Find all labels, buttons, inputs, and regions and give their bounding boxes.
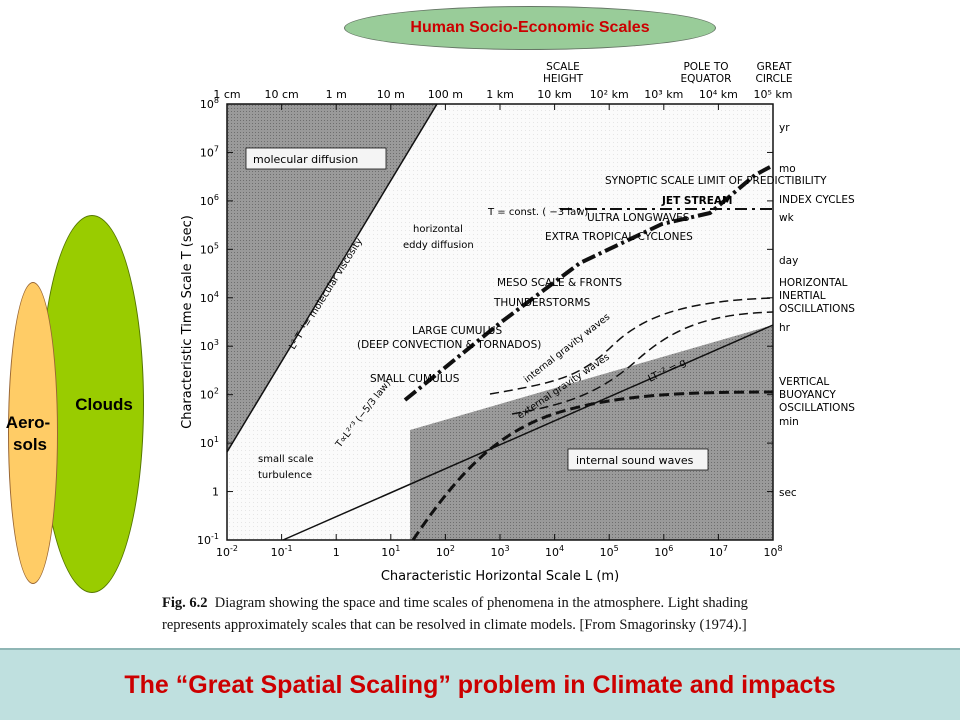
internal-sound-waves-box — [567, 448, 709, 471]
y-tick-label: 108 — [200, 96, 219, 111]
x-tick-label: 107 — [709, 544, 728, 559]
internal-sound-waves-region — [410, 325, 773, 540]
small-scale-label-1: small scale — [258, 454, 314, 465]
top-tick-label: 1 m — [326, 88, 347, 101]
synoptic-label: SYNOPTIC SCALE LIMIT OF PREDICTIBILITY — [605, 175, 827, 187]
top-tick-label: 10 km — [537, 88, 572, 101]
banner-title: The “Great Spatial Scaling” problem in C… — [124, 670, 836, 699]
label-horizontal-1: HORIZONTAL — [779, 277, 848, 289]
aerosols-ellipse — [8, 282, 58, 584]
great-circle-label: GREAT — [757, 61, 792, 73]
y-tick-label: 10-1 — [197, 532, 219, 547]
label-horizontal-2: INERTIAL — [779, 290, 826, 302]
pole-to-equator-label: POLE TO — [683, 61, 728, 73]
y-tick-label: 107 — [200, 144, 219, 159]
x-axis-ticks: 10-2 10-1 1 101 102 103 104 105 106 107 108 — [216, 534, 783, 559]
molecular-viscosity-line — [226, 103, 438, 453]
label-day: day — [779, 255, 798, 267]
large-cumulus-label: LARGE CUMULUS — [412, 325, 502, 337]
x-tick-label: 10-2 — [216, 544, 238, 559]
small-cumulus-label: SMALL CUMULUS — [370, 373, 460, 385]
top-tick-label: 10⁵ km — [754, 88, 793, 101]
deep-convection-label: (DEEP CONVECTION & TORNADOS) — [357, 339, 541, 351]
y-tick-label: 104 — [200, 290, 219, 305]
human-scales-label: Human Socio-Economic Scales — [410, 19, 650, 36]
label-yr: yr — [779, 122, 790, 134]
label-sec: sec — [779, 487, 797, 499]
aerosols-label-line1: Aero- — [5, 413, 51, 432]
title-banner: The “Great Spatial Scaling” problem in C… — [0, 648, 960, 720]
internal-gravity-waves-curve — [489, 297, 774, 395]
x-tick-label: 104 — [545, 544, 564, 559]
x-tick-label: 101 — [381, 544, 400, 559]
x-tick-label: 10-1 — [271, 544, 293, 559]
y-axis-title: Characteristic Time Scale T (sec) — [180, 215, 195, 429]
ultra-longwaves-label: ULTRA LONGWAVES — [587, 212, 690, 224]
x-tick-label: 1 — [333, 546, 340, 559]
top-tick-label: 10³ km — [644, 88, 683, 101]
scale-height-label: SCALE — [546, 61, 580, 73]
figure-caption: Fig. 6.2 Diagram showing the space and t… — [162, 592, 872, 636]
phenomena-line — [403, 165, 771, 402]
clouds-label: Clouds — [75, 395, 133, 414]
y-tick-label: 105 — [200, 241, 219, 256]
label-mo: mo — [779, 163, 796, 175]
human-scales-ellipse: Human Socio-Economic Scales — [344, 6, 716, 50]
right-labels: yr mo INDEX CYCLES wk day HORIZONTAL INE… — [779, 122, 855, 499]
label-hr: hr — [779, 322, 791, 334]
label-index-cycles: INDEX CYCLES — [779, 194, 855, 206]
y-axis-ticks: 108 107 106 105 104 103 102 101 1 10-1 — [197, 96, 773, 547]
horizontal-eddy-label-1: horizontal — [413, 224, 463, 235]
meso-scale-label: MESO SCALE & FRONTS — [497, 277, 622, 289]
x-tick-label: 103 — [490, 544, 509, 559]
molecular-diffusion-box — [245, 147, 387, 170]
x-tick-label: 106 — [654, 544, 673, 559]
thunderstorms-label: THUNDERSTORMS — [493, 297, 591, 309]
label-vertical-3: OSCILLATIONS — [779, 402, 855, 414]
great-circle-label-2: CIRCLE — [755, 73, 792, 85]
figure-number: Fig. 6.2 — [162, 595, 208, 611]
x-tick-label: 102 — [436, 544, 455, 559]
caption-line-2: represents approximately scales that can… — [162, 617, 747, 633]
y-tick-label: 101 — [200, 435, 219, 450]
top-tick-label: 10⁴ km — [699, 88, 738, 101]
top-tick-label: 1 cm — [213, 88, 240, 101]
top-tick-label: 100 m — [428, 88, 463, 101]
x-tick-label: 108 — [763, 544, 782, 559]
y-tick-label: 102 — [200, 387, 219, 402]
label-vertical-1: VERTICAL — [779, 376, 829, 388]
top-tick-label: 10 cm — [264, 88, 298, 101]
pole-to-equator-label-2: EQUATOR — [681, 73, 732, 85]
y-tick-label: 1 — [212, 486, 219, 499]
caption-line-1: Diagram showing the space and time scale… — [214, 595, 748, 611]
gravity-line — [282, 324, 774, 541]
external-gravity-waves-curve — [511, 311, 774, 415]
extra-tropical-label: EXTRA TROPICAL CYCLONES — [545, 231, 693, 243]
top-tick-label: 10² km — [590, 88, 629, 101]
top-tick-label: 10 m — [377, 88, 405, 101]
label-horizontal-3: OSCILLATIONS — [779, 303, 855, 315]
small-scale-label-2: turbulence — [258, 470, 312, 481]
horizontal-eddy-label-2: eddy diffusion — [403, 240, 474, 251]
jet-stream-label: JET STREAM — [661, 195, 732, 207]
top-axis-ticks: 1 cm 10 cm 1 m 10 m 100 m 1 km 10 km 10² km 10³ … — [213, 88, 793, 110]
t-const-label: T = const. ( −3 law) — [487, 207, 588, 218]
sound-waves-boundary — [411, 390, 774, 541]
scale-height-label-2: HEIGHT — [543, 73, 584, 85]
internal-sound-waves-label: internal sound waves — [576, 454, 694, 467]
y-tick-label: 103 — [200, 338, 219, 353]
molecular-diffusion-label: molecular diffusion — [253, 153, 358, 166]
x-tick-label: 105 — [600, 544, 619, 559]
label-wk: wk — [779, 212, 795, 224]
aerosols-label-line2: sols — [12, 435, 48, 454]
x-axis-title: Characteristic Horizontal Scale L (m) — [381, 569, 619, 584]
label-vertical-2: BUOYANCY — [779, 389, 836, 401]
label-min: min — [779, 416, 799, 428]
phenomena-labels: SYNOPTIC SCALE LIMIT OF PREDICTIBILITY J… — [357, 175, 827, 385]
y-tick-label: 106 — [200, 193, 219, 208]
top-tick-label: 1 km — [486, 88, 514, 101]
